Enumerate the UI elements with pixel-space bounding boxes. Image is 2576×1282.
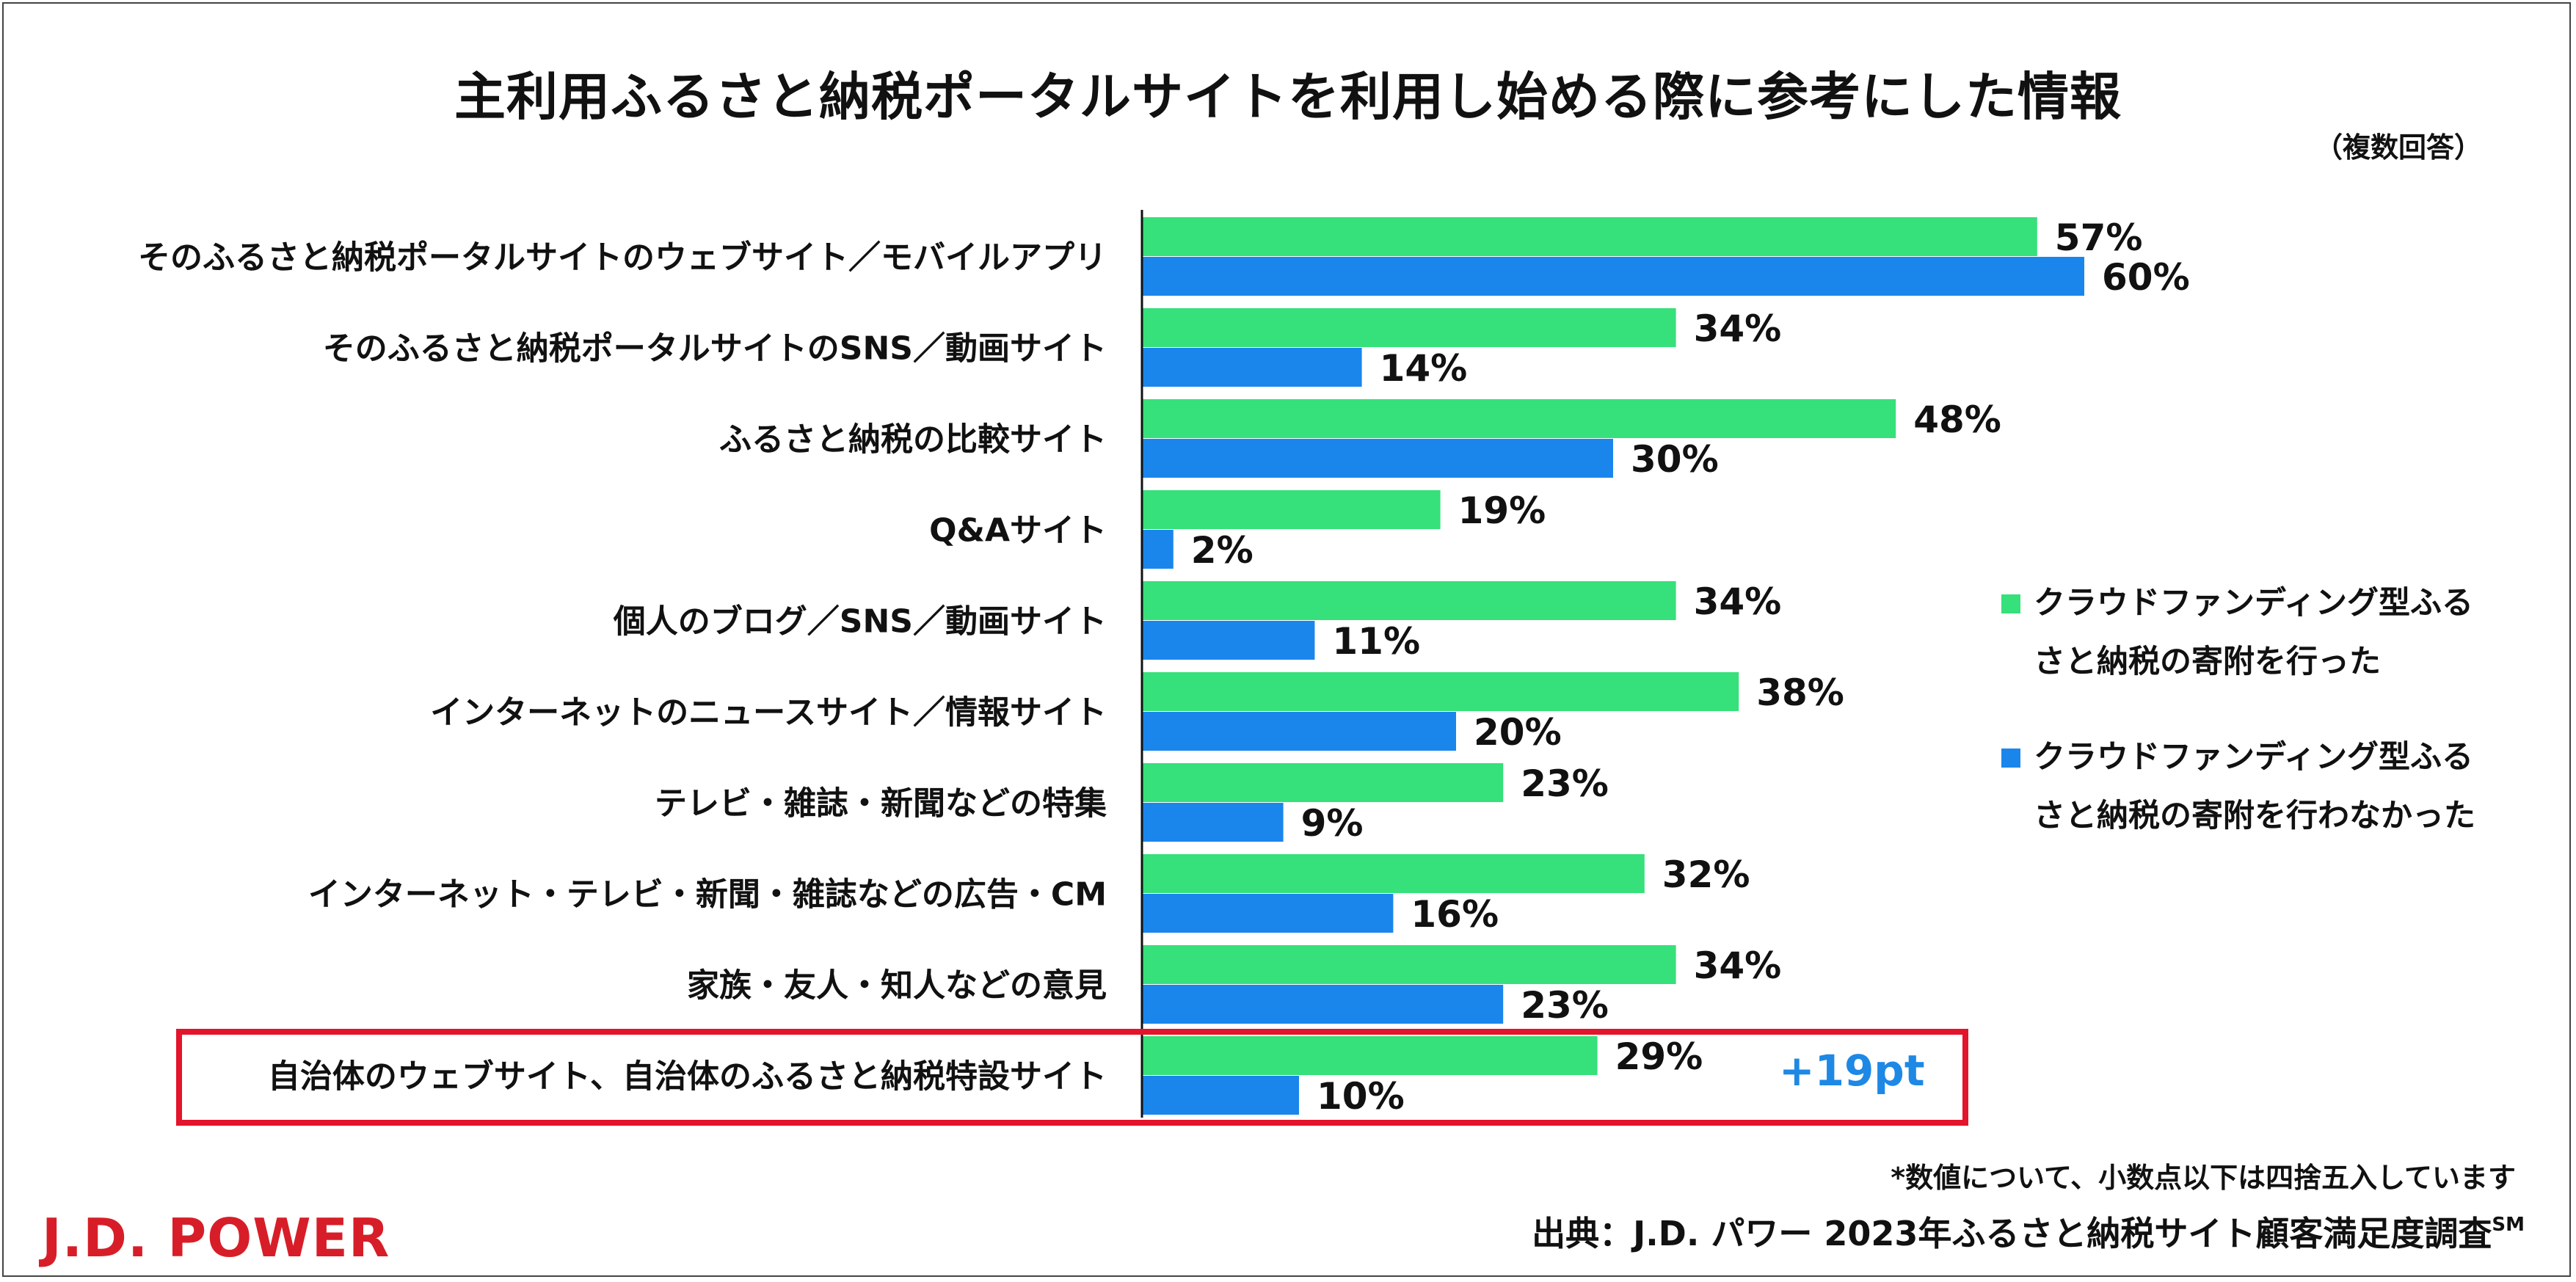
- value-label: 16%: [1411, 893, 1499, 936]
- value-label: 29%: [1615, 1035, 1703, 1078]
- value-label: 20%: [1474, 711, 1562, 754]
- legend-label-line: クラウドファンディング型ふる: [2034, 739, 2473, 776]
- bar-not-donated: [1142, 439, 1613, 478]
- category-label: Q&Aサイト: [929, 512, 1107, 550]
- value-label: 11%: [1332, 620, 1420, 663]
- value-label: 10%: [1317, 1075, 1405, 1118]
- value-label: 32%: [1662, 853, 1750, 896]
- legend-label-line: クラウドファンディング型ふる: [2034, 585, 2473, 622]
- source-text: 出典：J.D. パワー 2023年ふるさと納税サイト顧客満足度調査: [1532, 1214, 2492, 1253]
- rounding-footnote: *数値について、小数点以下は四捨五入しています: [1891, 1162, 2516, 1194]
- value-label: 23%: [1521, 984, 1609, 1027]
- source-note: 出典：J.D. パワー 2023年ふるさと納税サイト顧客満足度調査SM: [1532, 1207, 2525, 1256]
- category-label: ふるさと納税の比較サイト: [719, 421, 1107, 459]
- category-label: そのふるさと納税ポータルサイトのSNS／動画サイト: [323, 330, 1107, 368]
- legend: クラウドファンディング型ふる さと納税の寄附を行った クラウドファンディング型ふ…: [2001, 574, 2530, 882]
- legend-swatch-green: [2001, 594, 2020, 613]
- bar-donated: [1142, 854, 1645, 893]
- legend-label-line: さと納税の寄附を行った: [2034, 644, 2381, 680]
- bar-donated: [1142, 945, 1676, 984]
- value-label: 2%: [1191, 529, 1254, 572]
- category-label: 個人のブログ／SNS／動画サイト: [613, 603, 1107, 641]
- bar-not-donated: [1142, 621, 1315, 660]
- multiple-answer-note: （複数回答）: [2314, 131, 2482, 164]
- value-label: 34%: [1694, 944, 1782, 987]
- category-label: インターネットのニュースサイト／情報サイト: [430, 694, 1107, 732]
- jd-power-logo: J.D. POWER: [42, 1207, 390, 1269]
- bar-donated: [1142, 581, 1676, 620]
- legend-label-line: さと納税の寄附を行わなかった: [2034, 798, 2475, 834]
- bar-not-donated: [1142, 530, 1174, 569]
- bar-donated: [1142, 1036, 1598, 1075]
- bar-not-donated: [1142, 257, 2084, 296]
- bar-not-donated: [1142, 985, 1504, 1024]
- bar-not-donated: [1142, 803, 1284, 842]
- highlight-box: [176, 1029, 1968, 1126]
- legend-item-not-donated: クラウドファンディング型ふる さと納税の寄附を行わなかった: [2001, 728, 2530, 845]
- category-label: 家族・友人・知人などの意見: [687, 967, 1107, 1005]
- bar-donated: [1142, 217, 2037, 256]
- bar-donated: [1142, 308, 1676, 347]
- legend-swatch-blue: [2001, 749, 2020, 768]
- value-label: 34%: [1694, 307, 1782, 350]
- value-label: 30%: [1631, 438, 1719, 481]
- value-label: 23%: [1521, 762, 1609, 805]
- legend-item-donated: クラウドファンディング型ふる さと納税の寄附を行った: [2001, 574, 2530, 691]
- bar-donated: [1142, 672, 1739, 711]
- service-mark: SM: [2492, 1214, 2525, 1236]
- chart-title: 主利用ふるさと納税ポータルサイトを利用し始める際に参考にした情報: [454, 67, 2122, 127]
- value-label: 60%: [2102, 256, 2190, 299]
- value-label: 38%: [1756, 671, 1844, 714]
- bar-not-donated: [1142, 1076, 1299, 1115]
- value-label: 57%: [2055, 216, 2143, 259]
- value-label: 34%: [1694, 580, 1782, 623]
- category-label: テレビ・雑誌・新聞などの特集: [655, 785, 1107, 823]
- category-label: 自治体のウェブサイト、自治体のふるさと納税特設サイト: [268, 1058, 1107, 1096]
- category-label: そのふるさと納税ポータルサイトのウェブサイト／モバイルアプリ: [138, 239, 1107, 277]
- value-label: 48%: [1913, 398, 2001, 441]
- value-label: 9%: [1301, 802, 1364, 845]
- value-label: 19%: [1458, 489, 1546, 532]
- bar-donated: [1142, 399, 1896, 438]
- category-label: インターネット・テレビ・新聞・雑誌などの広告・CM: [308, 876, 1107, 914]
- bar-not-donated: [1142, 712, 1456, 751]
- bar-donated: [1142, 763, 1504, 802]
- value-label: 14%: [1380, 347, 1468, 390]
- difference-annotation: +19pt: [1779, 1046, 1925, 1096]
- bar-not-donated: [1142, 348, 1362, 387]
- bar-donated: [1142, 490, 1441, 529]
- bar-not-donated: [1142, 894, 1394, 933]
